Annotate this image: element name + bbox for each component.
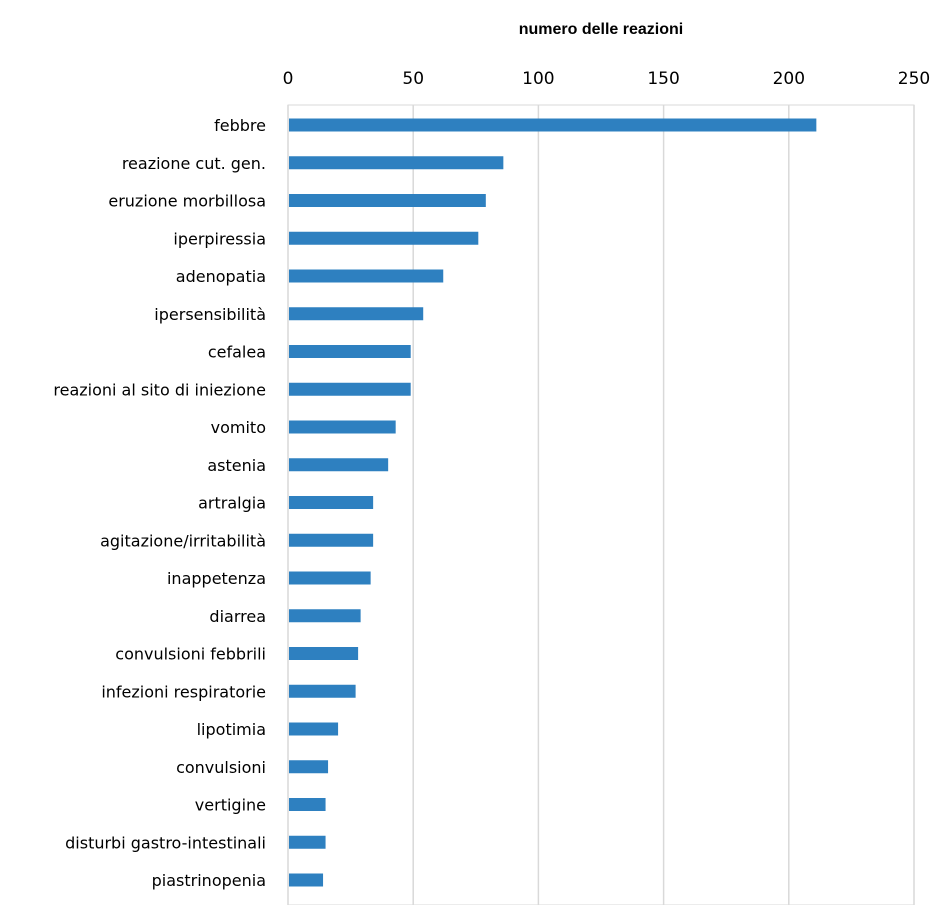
bar xyxy=(289,760,329,774)
category-label: infezioni respiratorie xyxy=(101,682,266,701)
category-label: vertigine xyxy=(195,796,266,815)
category-label: eruzione morbillosa xyxy=(108,192,266,211)
x-tick-label: 100 xyxy=(522,69,554,89)
category-label: cefalea xyxy=(208,343,266,362)
category-label: ipersensibilità xyxy=(154,305,266,324)
category-label: convulsioni xyxy=(176,758,266,777)
x-tick-label: 0 xyxy=(283,69,294,89)
bar xyxy=(289,118,817,132)
bar xyxy=(289,156,504,170)
x-axis-title: numero delle reazioni xyxy=(519,21,683,38)
category-label: reazioni al sito di iniezione xyxy=(53,380,266,399)
x-tick-labels: 0 50 100 150 200 250 xyxy=(283,69,931,89)
category-label: iperpiressia xyxy=(173,229,266,248)
bar xyxy=(289,194,486,207)
bars xyxy=(289,118,817,887)
category-label: agitazione/irritabilità xyxy=(100,531,266,550)
bar xyxy=(289,420,396,434)
category-label: reazione cut. gen. xyxy=(122,154,266,173)
category-label: febbre xyxy=(214,116,266,135)
bar xyxy=(289,609,361,623)
category-label: astenia xyxy=(207,456,266,475)
category-label: lipotimia xyxy=(197,720,266,739)
category-label: convulsioni febbrili xyxy=(115,645,266,664)
bar xyxy=(289,533,374,547)
x-tick-label: 50 xyxy=(402,69,424,89)
category-label: piastrinopenia xyxy=(152,871,266,890)
bar xyxy=(289,458,389,472)
bar xyxy=(289,307,424,321)
bar xyxy=(289,835,326,849)
category-label: adenopatia xyxy=(176,267,266,286)
x-tick-label: 200 xyxy=(773,69,805,89)
bar xyxy=(289,269,444,283)
category-label: vomito xyxy=(211,418,266,437)
bar xyxy=(289,798,326,811)
category-labels: febbre reazione cut. gen. eruzione morbill… xyxy=(53,116,266,890)
category-label: inappetenza xyxy=(167,569,266,588)
bar xyxy=(289,231,479,245)
bar xyxy=(289,647,359,660)
bar xyxy=(289,873,324,887)
category-label: disturbi gastro-intestinali xyxy=(65,833,266,852)
plot-area xyxy=(287,104,915,905)
category-label: artralgia xyxy=(198,494,266,513)
category-label: diarrea xyxy=(209,607,266,626)
x-tick-label: 250 xyxy=(898,69,930,89)
bar xyxy=(289,571,371,585)
x-tick-label: 150 xyxy=(647,69,679,89)
bar xyxy=(289,684,356,698)
bar xyxy=(289,345,411,358)
bar xyxy=(289,382,411,396)
bar xyxy=(289,496,374,509)
bar xyxy=(289,722,339,736)
